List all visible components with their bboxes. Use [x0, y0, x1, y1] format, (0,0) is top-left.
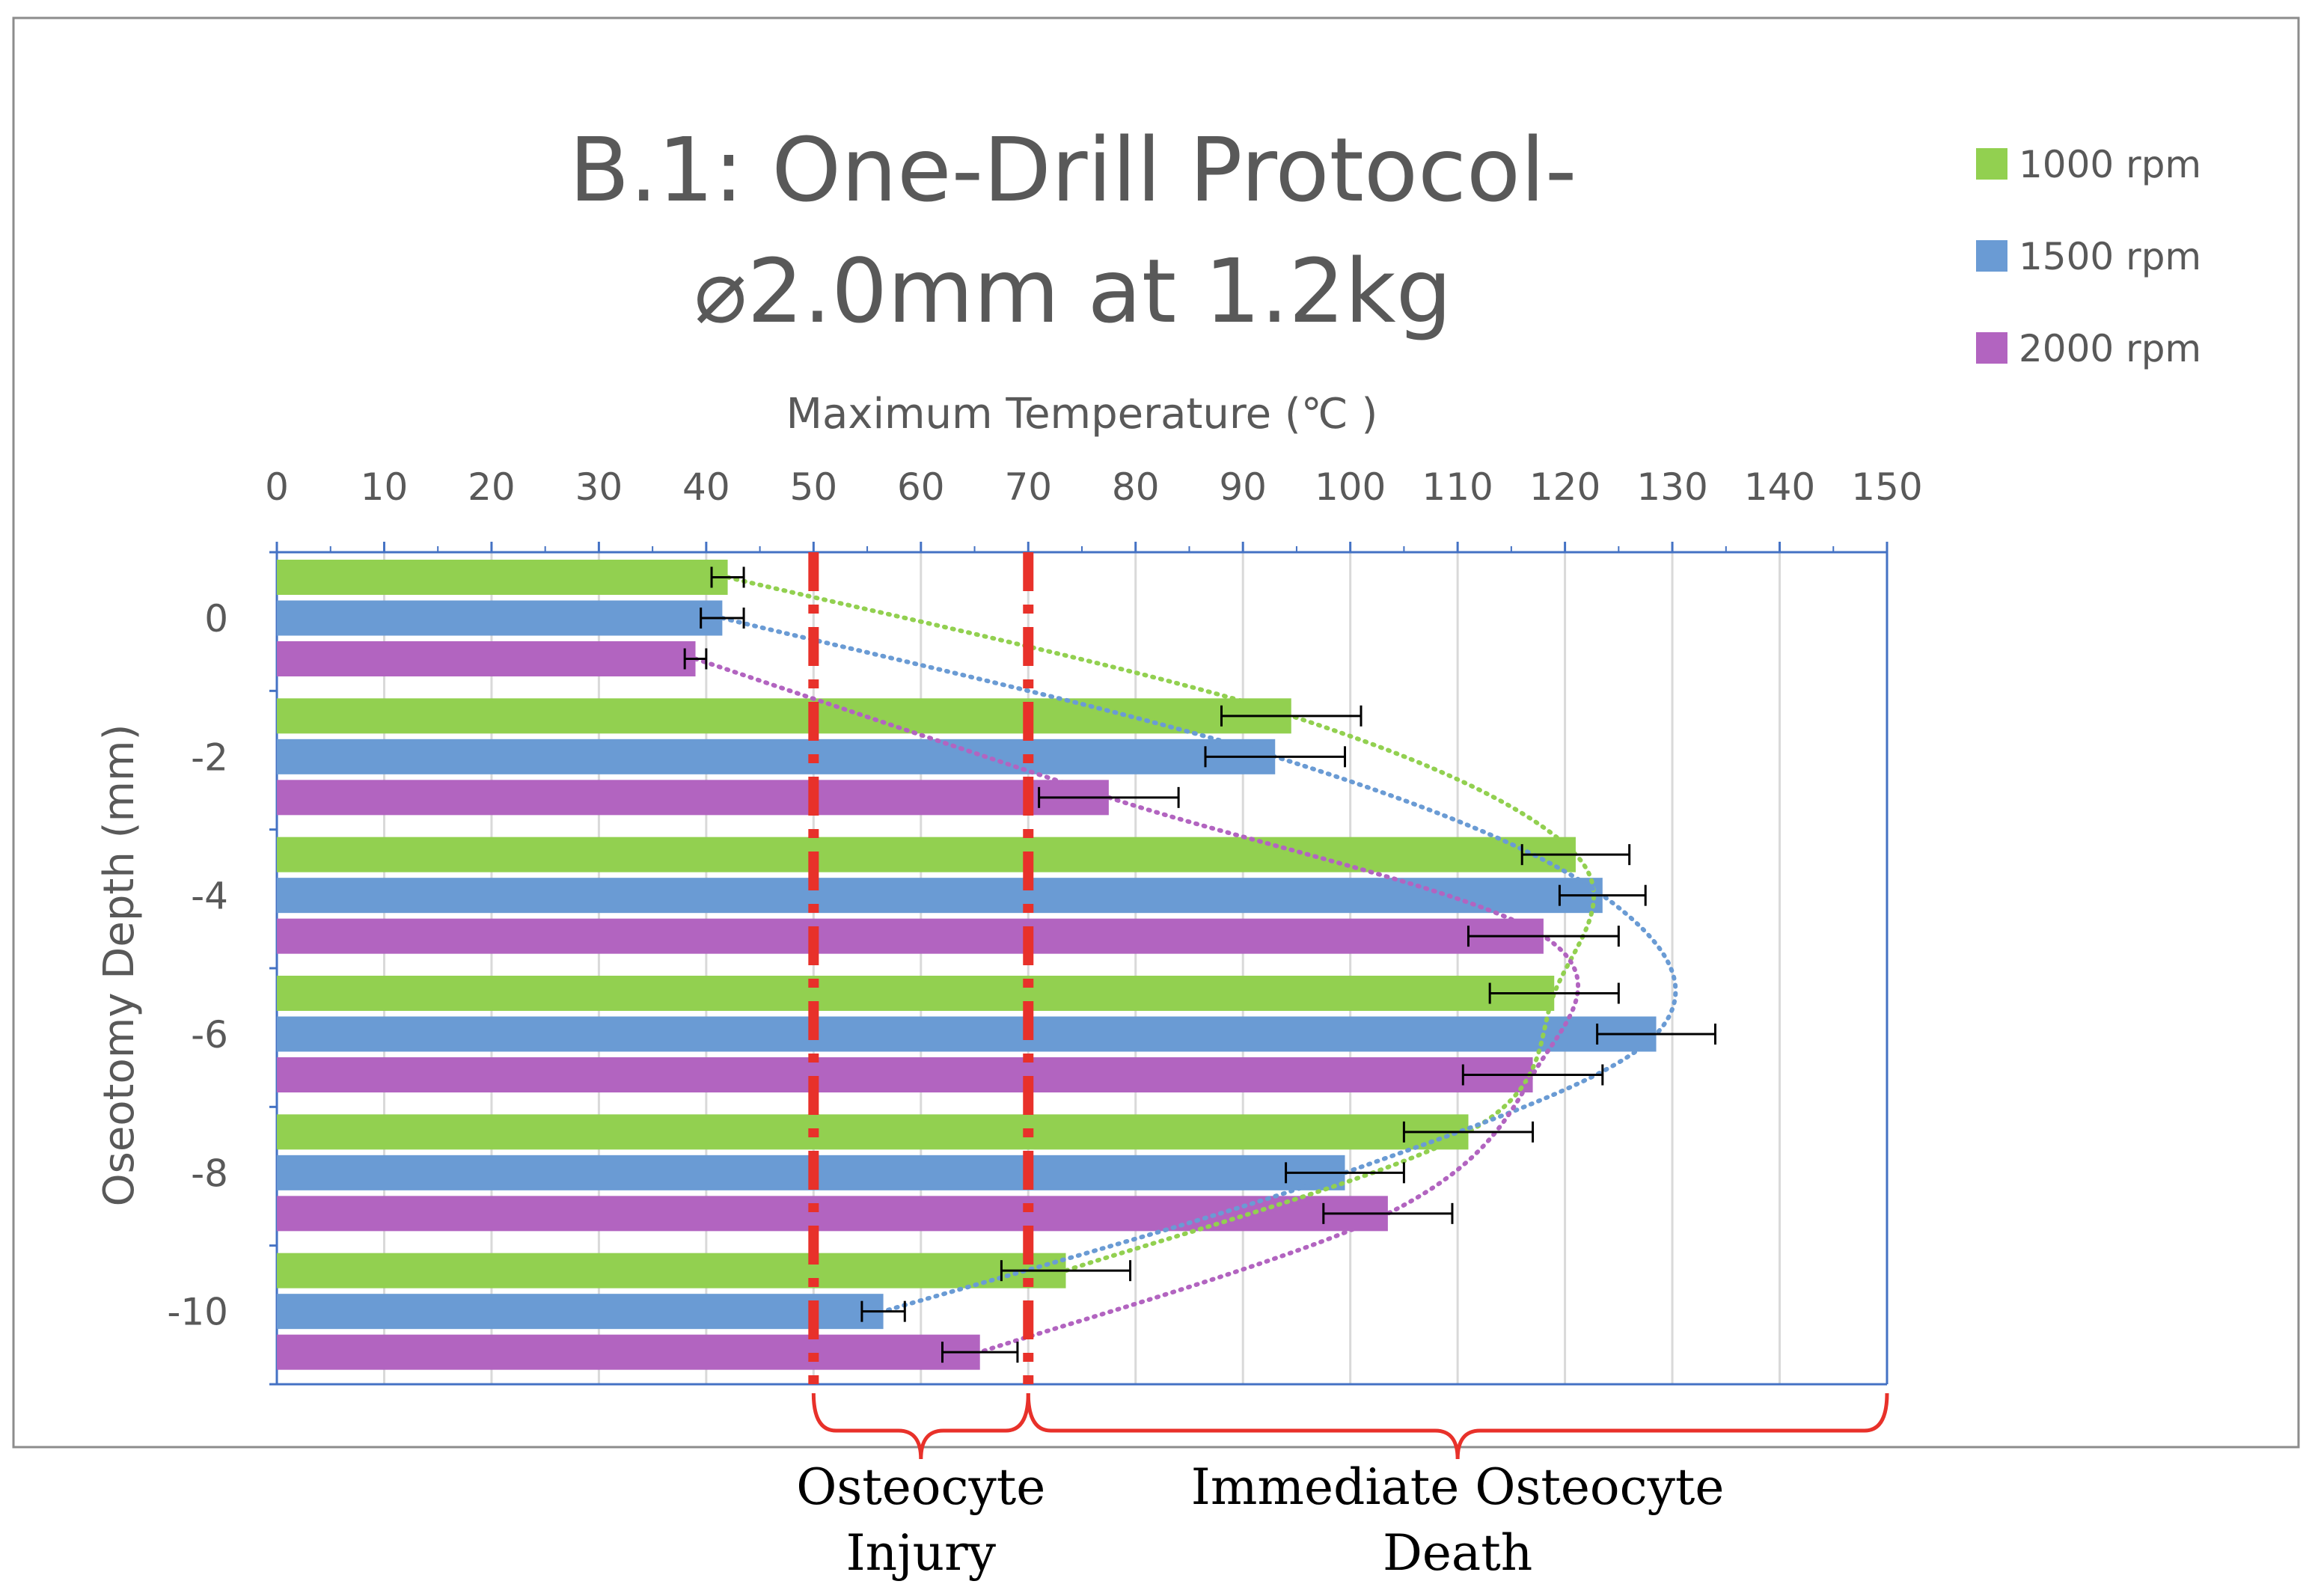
bar: [277, 976, 1555, 1011]
x-tick-label: 80: [1112, 465, 1160, 509]
x-tick-label: 0: [265, 465, 289, 509]
zone-annotations: Osteocyte Injury Immediate Osteocyte Death: [796, 1392, 1889, 1582]
zone-label: Injury: [846, 1524, 997, 1582]
bar: [277, 918, 1544, 954]
chart-title-line-2: ⌀2.0mm at 1.2kg: [694, 239, 1452, 343]
y-tick-label: -6: [191, 1013, 228, 1057]
trendline: [720, 616, 1678, 1314]
y-tick-label: -4: [191, 875, 228, 918]
x-tick-label: 30: [575, 465, 623, 509]
x-tick-label: 130: [1636, 465, 1707, 509]
x-tick-label: 140: [1744, 465, 1815, 509]
legend-swatch: [1976, 332, 2007, 364]
y-axis-title: Oseotomy Depth (mm): [95, 724, 144, 1207]
zone-label: Death: [1383, 1524, 1532, 1582]
legend-swatch: [1976, 148, 2007, 180]
legend-label: 1000 rpm: [2019, 143, 2201, 186]
x-tick-label: 70: [1004, 465, 1052, 509]
chart-title-line-1: B.1: One-Drill Protocol-: [569, 118, 1577, 221]
bar: [277, 1057, 1533, 1092]
y-tick-label: -2: [191, 736, 228, 779]
x-tick-label: 10: [361, 465, 409, 509]
zone-brace: [1026, 1392, 1889, 1460]
trendline: [725, 575, 1597, 1274]
bar: [277, 878, 1603, 914]
x-tick-label: 150: [1851, 465, 1922, 509]
threshold-lines: [808, 552, 1034, 1384]
bars: [277, 560, 1657, 1370]
bar: [277, 560, 728, 595]
y-tick-label: -10: [167, 1291, 228, 1334]
bar: [277, 780, 1109, 816]
x-tick-labels: 0 10 20 30 40 50 60 70 80 90 100 110 120 130 140 150: [265, 465, 1923, 509]
zone-brace: [811, 1392, 1030, 1460]
legend: 1000 rpm 1500 rpm 2000 rpm: [1976, 143, 2201, 370]
x-tick-label: 20: [468, 465, 516, 509]
x-tick-label: 120: [1529, 465, 1600, 509]
y-tick-label: -8: [191, 1152, 228, 1195]
trendlines: [693, 575, 1678, 1355]
x-tick-label: 60: [897, 465, 945, 509]
legend-label: 2000 rpm: [2019, 327, 2201, 370]
legend-swatch: [1976, 240, 2007, 272]
bar: [277, 600, 723, 636]
legend-label: 1500 rpm: [2019, 235, 2201, 278]
zone-label: Osteocyte: [796, 1458, 1045, 1516]
bar: [277, 1196, 1388, 1232]
trendline: [693, 656, 1581, 1355]
bar: [277, 1114, 1469, 1150]
x-tick-label: 40: [682, 465, 730, 509]
zone-label: Immediate Osteocyte: [1191, 1458, 1725, 1516]
bar: [277, 698, 1291, 734]
y-tick-labels: 0 -2 -4 -6 -8 -10: [167, 597, 228, 1334]
bar: [277, 1334, 980, 1370]
bar: [277, 1253, 1066, 1288]
x-tick-label: 50: [790, 465, 838, 509]
bar: [277, 641, 696, 676]
bar: [277, 1294, 884, 1330]
x-tick-label: 110: [1422, 465, 1493, 509]
bar: [277, 1016, 1657, 1052]
y-tick-label: 0: [204, 597, 228, 640]
bar: [277, 837, 1576, 872]
error-bars: [683, 566, 1716, 1363]
x-tick-label: 90: [1219, 465, 1267, 509]
bar: [277, 739, 1276, 774]
x-axis-title: Maximum Temperature (℃ ): [786, 390, 1378, 438]
x-tick-label: 100: [1315, 465, 1386, 509]
